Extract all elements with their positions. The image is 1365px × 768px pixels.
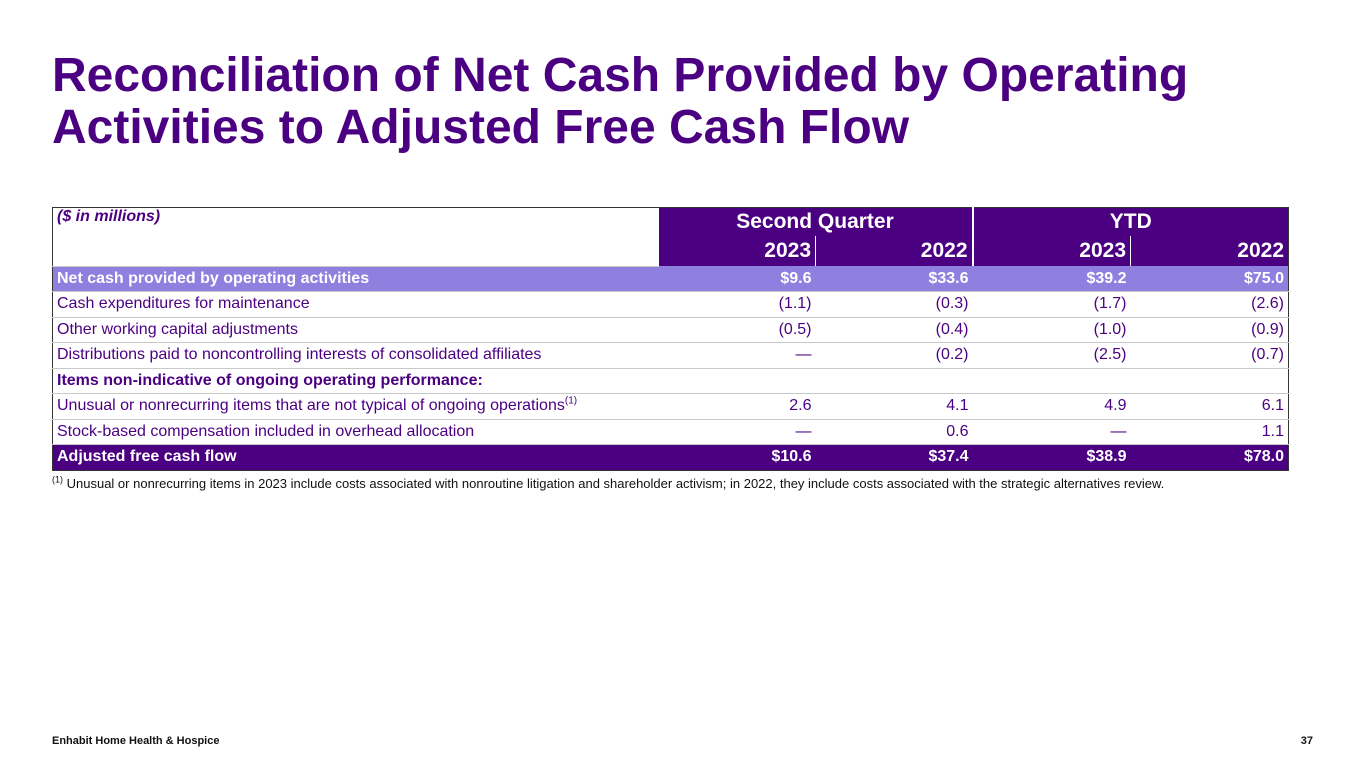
row-label-with-footnote: Unusual or nonrecurring items that are n… [52, 393, 659, 420]
cell-value: (1.1) [658, 291, 816, 318]
footnote: (1) Unusual or nonrecurring items in 202… [52, 474, 1165, 491]
row-label: Other working capital adjustments [52, 317, 659, 343]
cell-value: 6.1 [1130, 393, 1289, 420]
year-header-q-2023: 2023 [658, 236, 816, 266]
row-label: Stock-based compensation included in ove… [52, 419, 659, 445]
units-label: ($ in millions) [52, 207, 659, 267]
table-year-header-row: 2023 2022 2023 2022 [53, 236, 1289, 266]
cell-value: $78.0 [1130, 444, 1289, 470]
row-label: Net cash provided by operating activitie… [52, 266, 659, 292]
cell-value: (2.5) [972, 342, 1131, 369]
table-row: Other working capital adjustments (0.5) … [52, 317, 1289, 343]
group-header-second-quarter: Second Quarter [658, 207, 974, 236]
cell-value: (0.2) [815, 342, 973, 369]
cell-value: 4.1 [815, 393, 973, 420]
cell-value: $10.6 [658, 444, 816, 470]
cell-value: (0.9) [1130, 317, 1289, 343]
page-number: 37 [1300, 735, 1313, 747]
year-header-ytd-2022: 2022 [1130, 236, 1289, 266]
row-label: Items non-indicative of ongoing operatin… [52, 368, 659, 394]
cell-value: (1.7) [972, 291, 1131, 318]
table-row: Distributions paid to noncontrolling int… [52, 342, 1289, 369]
cell-value: (0.3) [815, 291, 973, 318]
cell-value [972, 368, 1131, 394]
table-group-header-row: ($ in millions) Second Quarter YTD [52, 207, 1289, 267]
cell-value: $39.2 [972, 266, 1131, 292]
table-row-total: Adjusted free cash flow $10.6 $37.4 $38.… [52, 444, 1289, 470]
cell-value: $38.9 [972, 444, 1131, 470]
table-row: Unusual or nonrecurring items that are n… [52, 393, 1289, 420]
table-row-section-heading: Items non-indicative of ongoing operatin… [52, 368, 1289, 394]
table-row: Stock-based compensation included in ove… [52, 419, 1289, 445]
cell-value: — [972, 419, 1131, 445]
year-header-q-2022: 2022 [815, 236, 974, 266]
cell-value: — [658, 419, 816, 445]
footnote-marker: (1) [52, 474, 63, 485]
group-header-ytd: YTD [972, 207, 1289, 236]
footnote-reference: (1) [564, 395, 578, 407]
cell-value: (0.4) [815, 317, 973, 343]
cell-value [815, 368, 973, 394]
cell-value: (0.5) [658, 317, 816, 343]
table-row: Cash expenditures for maintenance (1.1) … [52, 291, 1289, 318]
footnote-text: Unusual or nonrecurring items in 2023 in… [66, 476, 1165, 491]
year-header-ytd-2023: 2023 [972, 236, 1132, 266]
cell-value: 1.1 [1130, 419, 1289, 445]
cell-value [658, 368, 816, 394]
cell-value: 0.6 [815, 419, 973, 445]
page-title: Reconciliation of Net Cash Provided by O… [52, 49, 1189, 154]
cell-value: (0.7) [1130, 342, 1289, 369]
cell-value: $37.4 [815, 444, 973, 470]
cell-value: 4.9 [972, 393, 1131, 420]
row-label: Cash expenditures for maintenance [52, 291, 659, 318]
cell-value: $9.6 [658, 266, 816, 292]
company-name: Enhabit Home Health & Hospice [52, 735, 220, 747]
table-row: Net cash provided by operating activitie… [52, 266, 1289, 292]
row-label: Distributions paid to noncontrolling int… [52, 342, 659, 369]
cell-value [1130, 368, 1289, 394]
reconciliation-table: ($ in millions) Second Quarter YTD 2023 … [52, 207, 1290, 471]
cell-value: 2.6 [658, 393, 816, 420]
cell-value: (2.6) [1130, 291, 1289, 318]
row-label: Adjusted free cash flow [52, 444, 659, 470]
cell-value: $75.0 [1130, 266, 1289, 292]
cell-value: — [658, 342, 816, 369]
cell-value: $33.6 [815, 266, 973, 292]
cell-value: (1.0) [972, 317, 1131, 343]
row-label: Unusual or nonrecurring items that are n… [57, 397, 565, 415]
